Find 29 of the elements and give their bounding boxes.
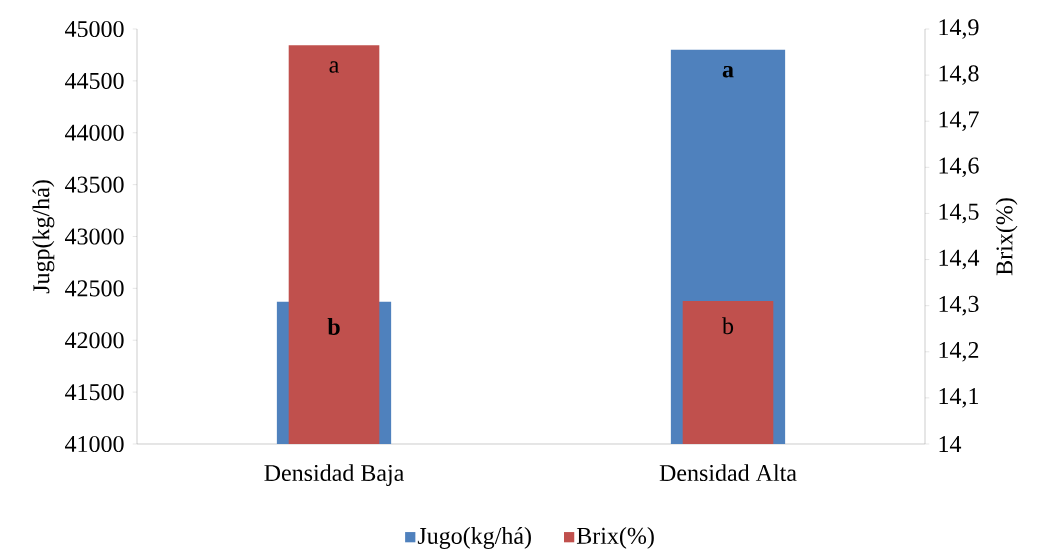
y-tick-label: 41500 <box>65 383 124 401</box>
y2-tick-label: 14,9 <box>939 19 979 39</box>
x-tick-label: Densidad Baja <box>264 464 404 486</box>
y2-tick-label: 14,2 <box>939 341 979 362</box>
y-tick-label: 43000 <box>65 228 124 245</box>
y-tick-label: 42500 <box>65 280 124 297</box>
x-tick-label: Densidad Alta <box>659 464 797 481</box>
data-label: b <box>722 317 734 334</box>
legend-label: Jugo(kg/há) <box>417 526 531 549</box>
y2-tick-label: 14,4 <box>939 249 980 270</box>
y-tick-label: 41000 <box>65 435 124 452</box>
y2-tick-label: 14,6 <box>939 157 979 177</box>
data-label: a <box>722 65 734 78</box>
y2-tick-label: 14,8 <box>939 65 979 85</box>
y-tick-label: 44500 <box>65 72 124 89</box>
y-tick-label: 42000 <box>65 331 124 349</box>
y2-axis-title: Brix(%) <box>995 198 1018 275</box>
legend-label: Brix(%) <box>576 526 654 549</box>
y-tick-label: 45000 <box>65 20 124 37</box>
y2-tick-label: 14,5 <box>939 203 979 224</box>
data-label: b <box>327 317 340 335</box>
y-tick-label: 44000 <box>65 124 124 141</box>
y2-tick-label: 14,7 <box>939 111 979 131</box>
y2-tick-label: 14,1 <box>939 387 979 408</box>
y2-tick-label: 14 <box>939 435 962 452</box>
y-axis-title: Jugp(kg/há) <box>32 180 55 294</box>
y-tick-label: 43500 <box>65 176 124 193</box>
data-label: a <box>329 61 339 73</box>
y2-tick-label: 14,3 <box>939 295 979 316</box>
